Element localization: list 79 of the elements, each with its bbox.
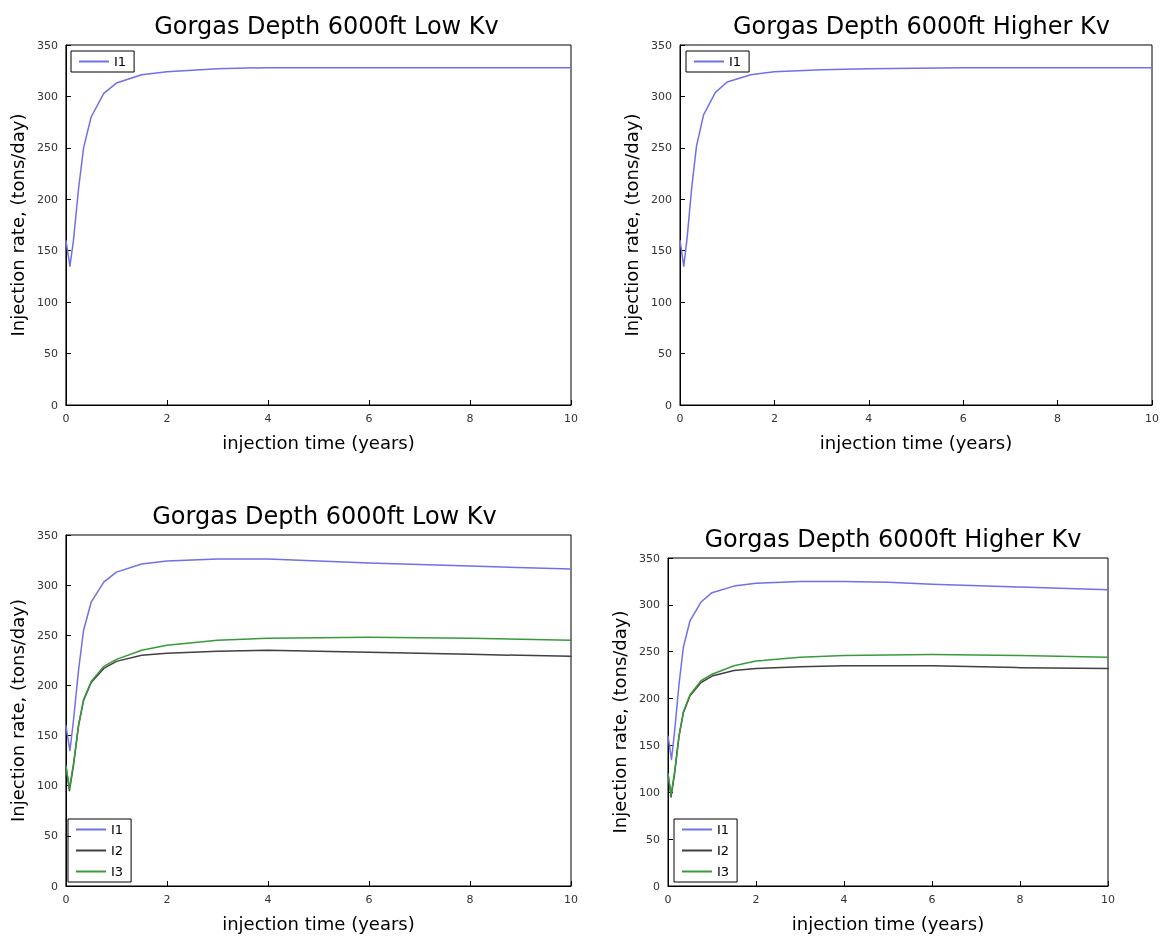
y-tick-label: 100 — [651, 295, 672, 309]
legend-label: I1 — [717, 822, 730, 837]
legend-label: I2 — [717, 843, 730, 858]
legend-label: I2 — [111, 843, 124, 858]
x-tick-label: 2 — [163, 893, 171, 906]
line-series — [667, 580, 1109, 761]
x-tick-label: 4 — [840, 893, 848, 906]
y-tick-label: 200 — [639, 692, 660, 706]
y-tick-label: 350 — [639, 551, 660, 565]
x-tick-label: 6 — [928, 893, 936, 906]
x-tick-label: 8 — [1054, 412, 1062, 425]
y-axis-title: Injection rate, (tons/day) — [6, 599, 28, 822]
chart-title: Gorgas Depth 6000ft Higher Kv — [732, 12, 1111, 40]
x-tick-label: 8 — [1016, 893, 1024, 906]
x-tick-label: 6 — [365, 412, 373, 425]
y-tick-label: 350 — [36, 38, 58, 52]
y-tick-label: 350 — [651, 38, 672, 52]
x-tick-label: 8 — [466, 893, 474, 906]
x-axis-title: injection time (years) — [819, 431, 1013, 453]
y-tick-label: 300 — [639, 598, 660, 612]
y-tick-label: 250 — [36, 141, 58, 155]
y-tick-label: 300 — [651, 89, 672, 103]
y-tick-label: 150 — [36, 729, 58, 743]
y-tick-label: 100 — [639, 785, 660, 799]
x-tick-label: 0 — [62, 412, 70, 425]
y-tick-label: 200 — [36, 678, 58, 692]
legend-label: I1 — [114, 54, 127, 69]
y-tick-label: 0 — [653, 879, 660, 893]
legend-label: I1 — [111, 822, 124, 837]
y-tick-label: 0 — [50, 398, 58, 412]
x-axis-title: injection time (years) — [222, 912, 415, 934]
x-tick-label: 10 — [1145, 412, 1159, 425]
y-tick-label: 50 — [646, 832, 660, 846]
x-tick-label: 10 — [564, 893, 578, 906]
x-tick-label: 10 — [1101, 893, 1115, 906]
y-tick-label: 200 — [36, 192, 58, 206]
x-tick-label: 0 — [676, 412, 684, 425]
y-tick-label: 150 — [639, 738, 660, 752]
y-tick-label: 250 — [651, 141, 672, 155]
line-series — [65, 558, 572, 752]
line-series — [679, 66, 1153, 267]
y-tick-label: 50 — [43, 347, 58, 361]
legend-label: I1 — [729, 54, 742, 69]
chart-title: Gorgas Depth 6000ft Low Kv — [154, 12, 499, 40]
y-tick-label: 100 — [36, 779, 58, 793]
x-tick-label: 6 — [365, 893, 373, 906]
y-tick-label: 0 — [665, 398, 672, 412]
y-axis-title: Injection rate, (tons/day) — [608, 610, 630, 834]
y-axis-title: Injection rate, (tons/day) — [6, 113, 28, 337]
y-tick-label: 50 — [658, 347, 672, 361]
y-tick-label: 0 — [50, 879, 58, 893]
line-series — [65, 66, 572, 267]
y-tick-label: 250 — [639, 645, 660, 659]
x-tick-label: 0 — [62, 893, 70, 906]
y-tick-label: 300 — [36, 89, 58, 103]
y-tick-label: 100 — [36, 295, 58, 309]
chart-title: Gorgas Depth 6000ft Low Kv — [152, 502, 497, 530]
x-tick-label: 2 — [770, 412, 778, 425]
y-tick-label: 150 — [651, 244, 672, 258]
y-tick-label: 150 — [36, 244, 58, 258]
y-axis-title: Injection rate, (tons/day) — [620, 113, 642, 337]
x-tick-label: 2 — [752, 893, 760, 906]
y-tick-label: 250 — [36, 628, 58, 642]
x-tick-label: 4 — [264, 412, 272, 425]
x-axis-title: injection time (years) — [791, 912, 985, 934]
x-tick-label: 8 — [466, 412, 474, 425]
chart-title: Gorgas Depth 6000ft Higher Kv — [704, 525, 1082, 553]
legend-label: I3 — [111, 864, 124, 879]
x-tick-label: 2 — [163, 412, 171, 425]
y-tick-label: 350 — [36, 528, 58, 542]
legend-label: I3 — [717, 864, 730, 879]
x-axis-title: injection time (years) — [222, 431, 415, 453]
x-tick-label: 4 — [264, 893, 272, 906]
y-tick-label: 300 — [36, 578, 58, 592]
y-tick-label: 200 — [651, 192, 672, 206]
x-tick-label: 10 — [564, 412, 578, 425]
y-tick-label: 50 — [43, 829, 58, 843]
x-tick-label: 4 — [865, 412, 873, 425]
x-tick-label: 6 — [959, 412, 967, 425]
